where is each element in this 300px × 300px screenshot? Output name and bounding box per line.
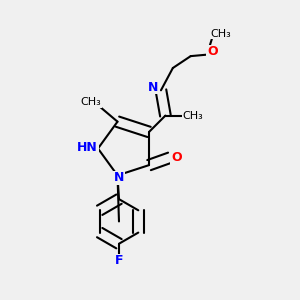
- Text: CH₃: CH₃: [183, 111, 203, 121]
- Text: F: F: [115, 254, 123, 267]
- Text: O: O: [207, 45, 218, 58]
- Text: N: N: [114, 171, 124, 184]
- Text: HN: HN: [77, 140, 98, 154]
- Text: CH₃: CH₃: [80, 97, 101, 107]
- Text: N: N: [148, 81, 159, 94]
- Text: CH₃: CH₃: [210, 29, 231, 39]
- Text: O: O: [171, 151, 182, 164]
